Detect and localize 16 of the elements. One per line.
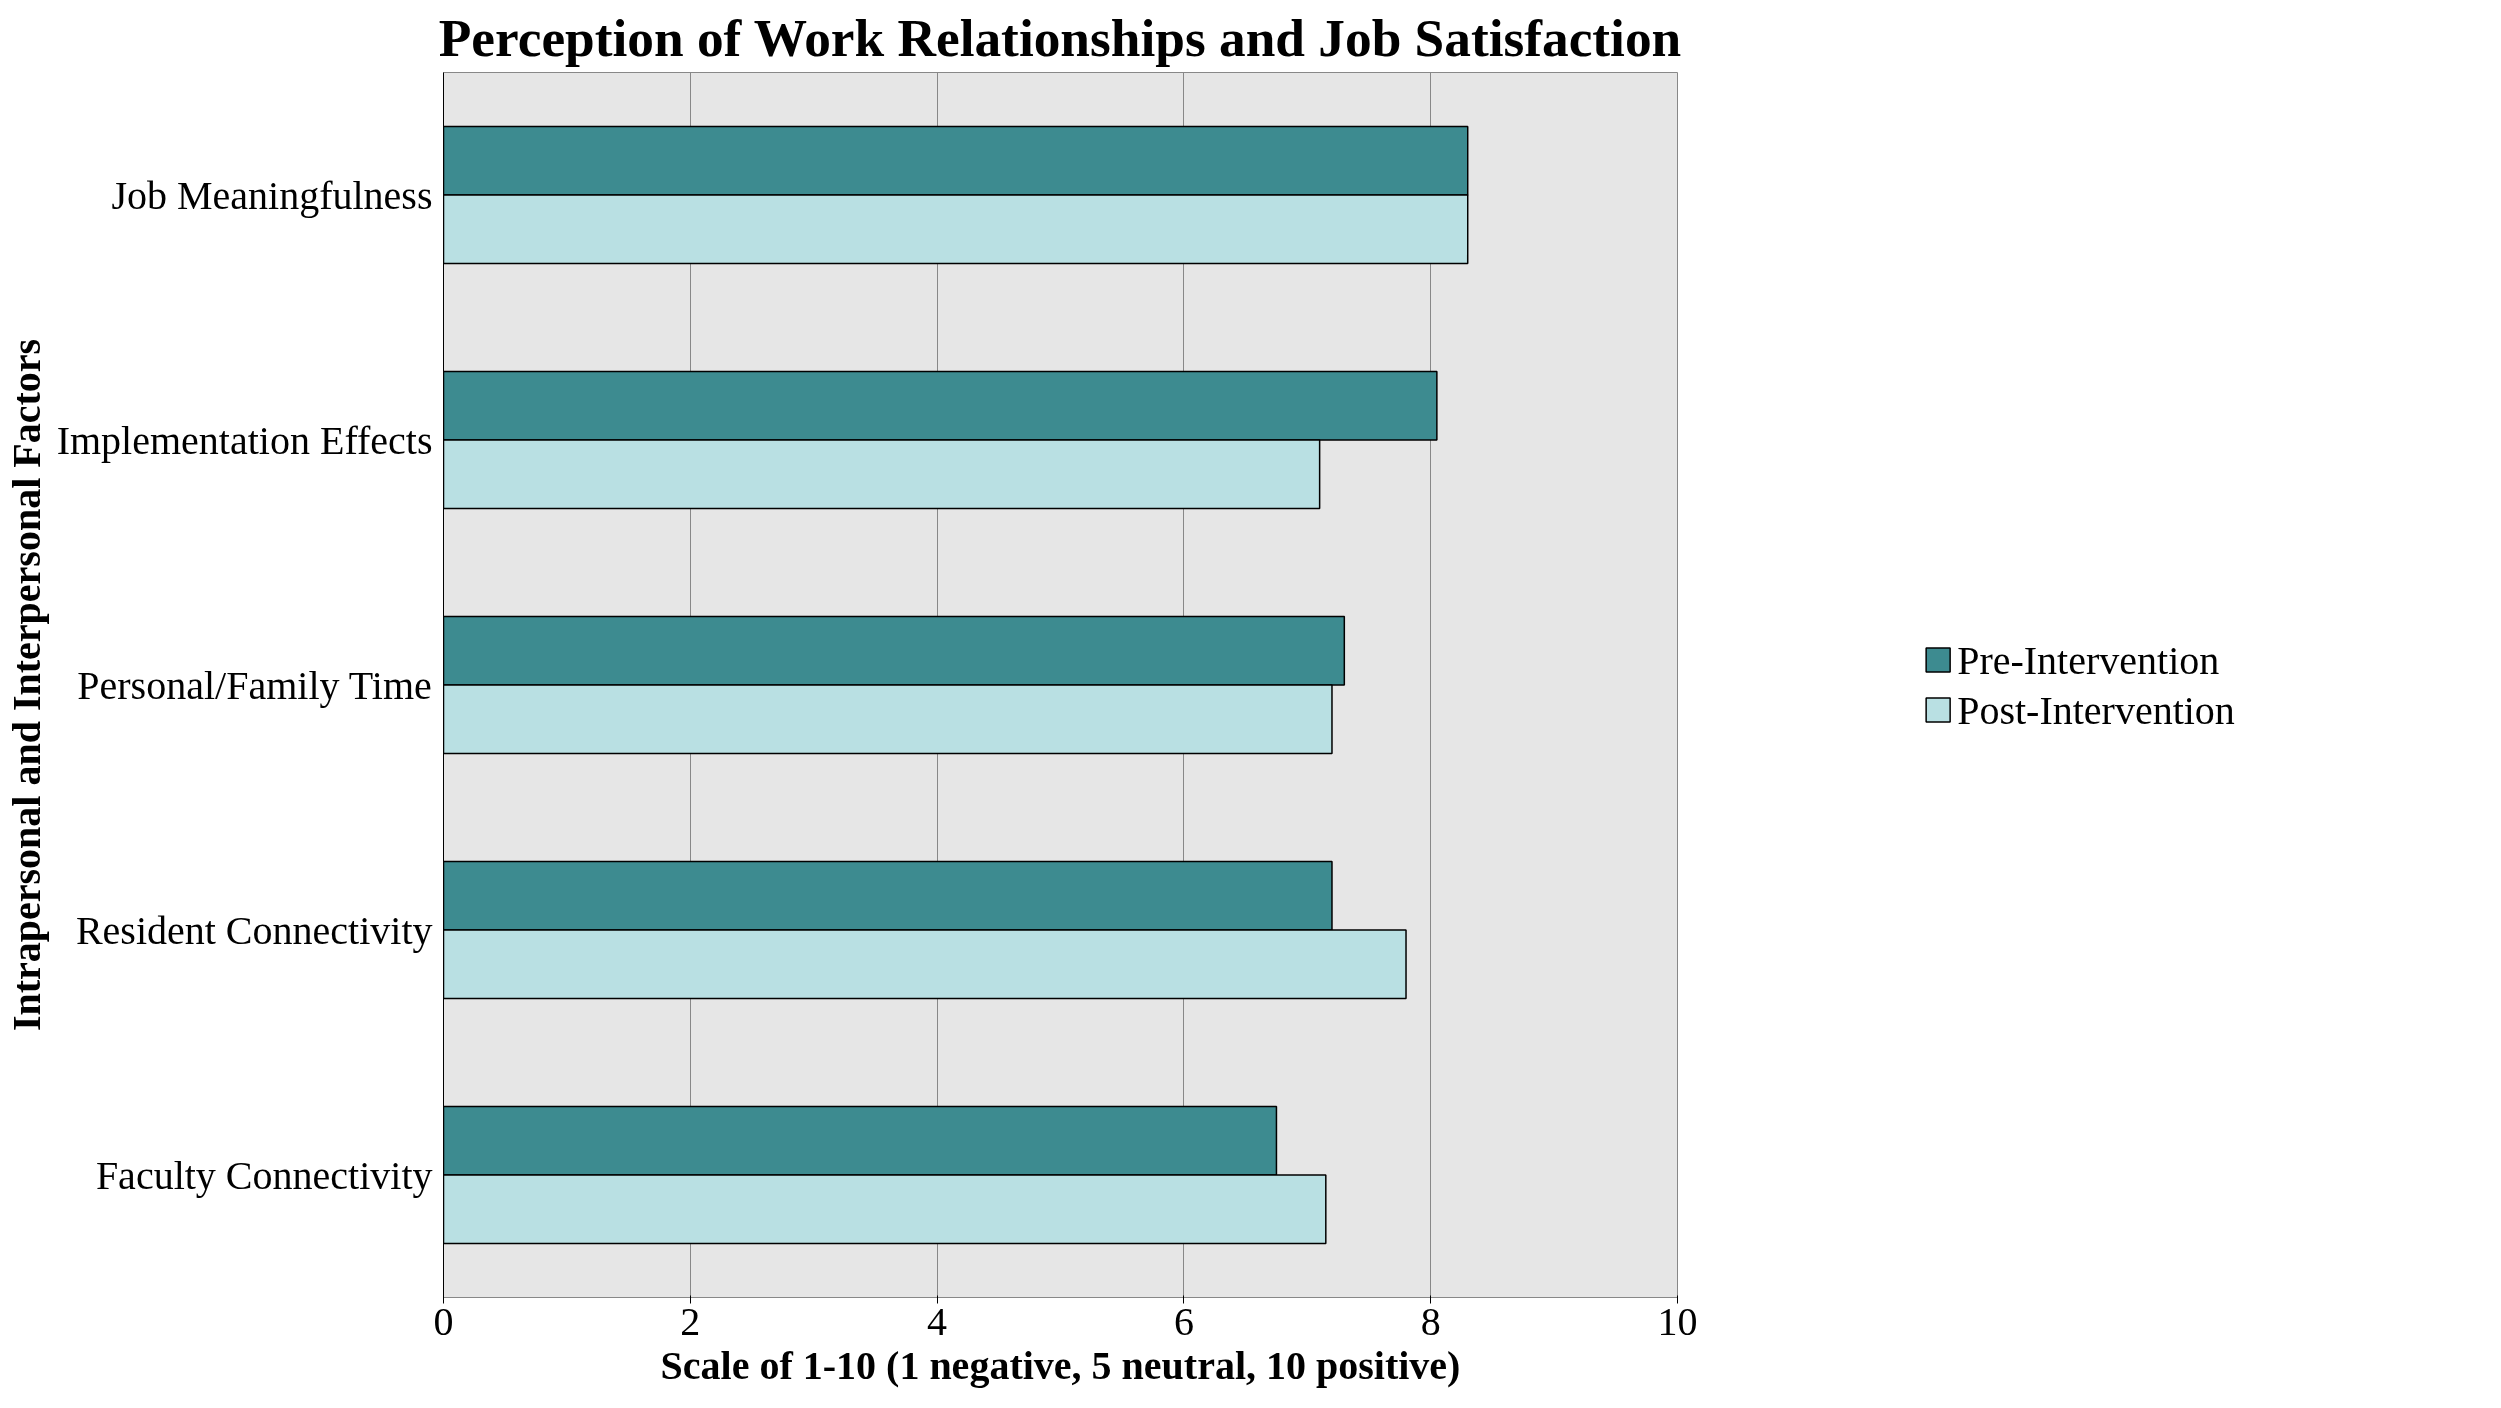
x-tick-label: 10 [1657,1298,1698,1344]
x-tick-label: 2 [680,1298,701,1344]
y-tick-label: Personal/Family Time [77,662,432,708]
y-axis-title: Intrapersonal and Interpersonal Factors [3,338,49,1032]
x-tick-label: 6 [1173,1298,1194,1344]
x-tick-label: 4 [927,1298,948,1344]
y-tick-label: Resident Connectivity [75,907,433,953]
y-tick-label: Faculty Connectivity [95,1152,433,1198]
y-tick-label: Job Meaningfulness [111,172,433,218]
x-tick-label: 8 [1420,1298,1441,1344]
chart-title: Perception of Work Relationships and Job Satisfaction [438,7,1682,68]
legend-label: Post-Intervention [1957,686,2235,733]
x-axis-title: Scale of 1-10 (1 negative, 5 neutral, 10 positive) [660,1342,1461,1388]
y-tick-label: Implementation Effects [56,417,433,463]
legend-label: Pre-Intervention [1957,636,2220,683]
x-tick-label: 0 [433,1298,454,1344]
